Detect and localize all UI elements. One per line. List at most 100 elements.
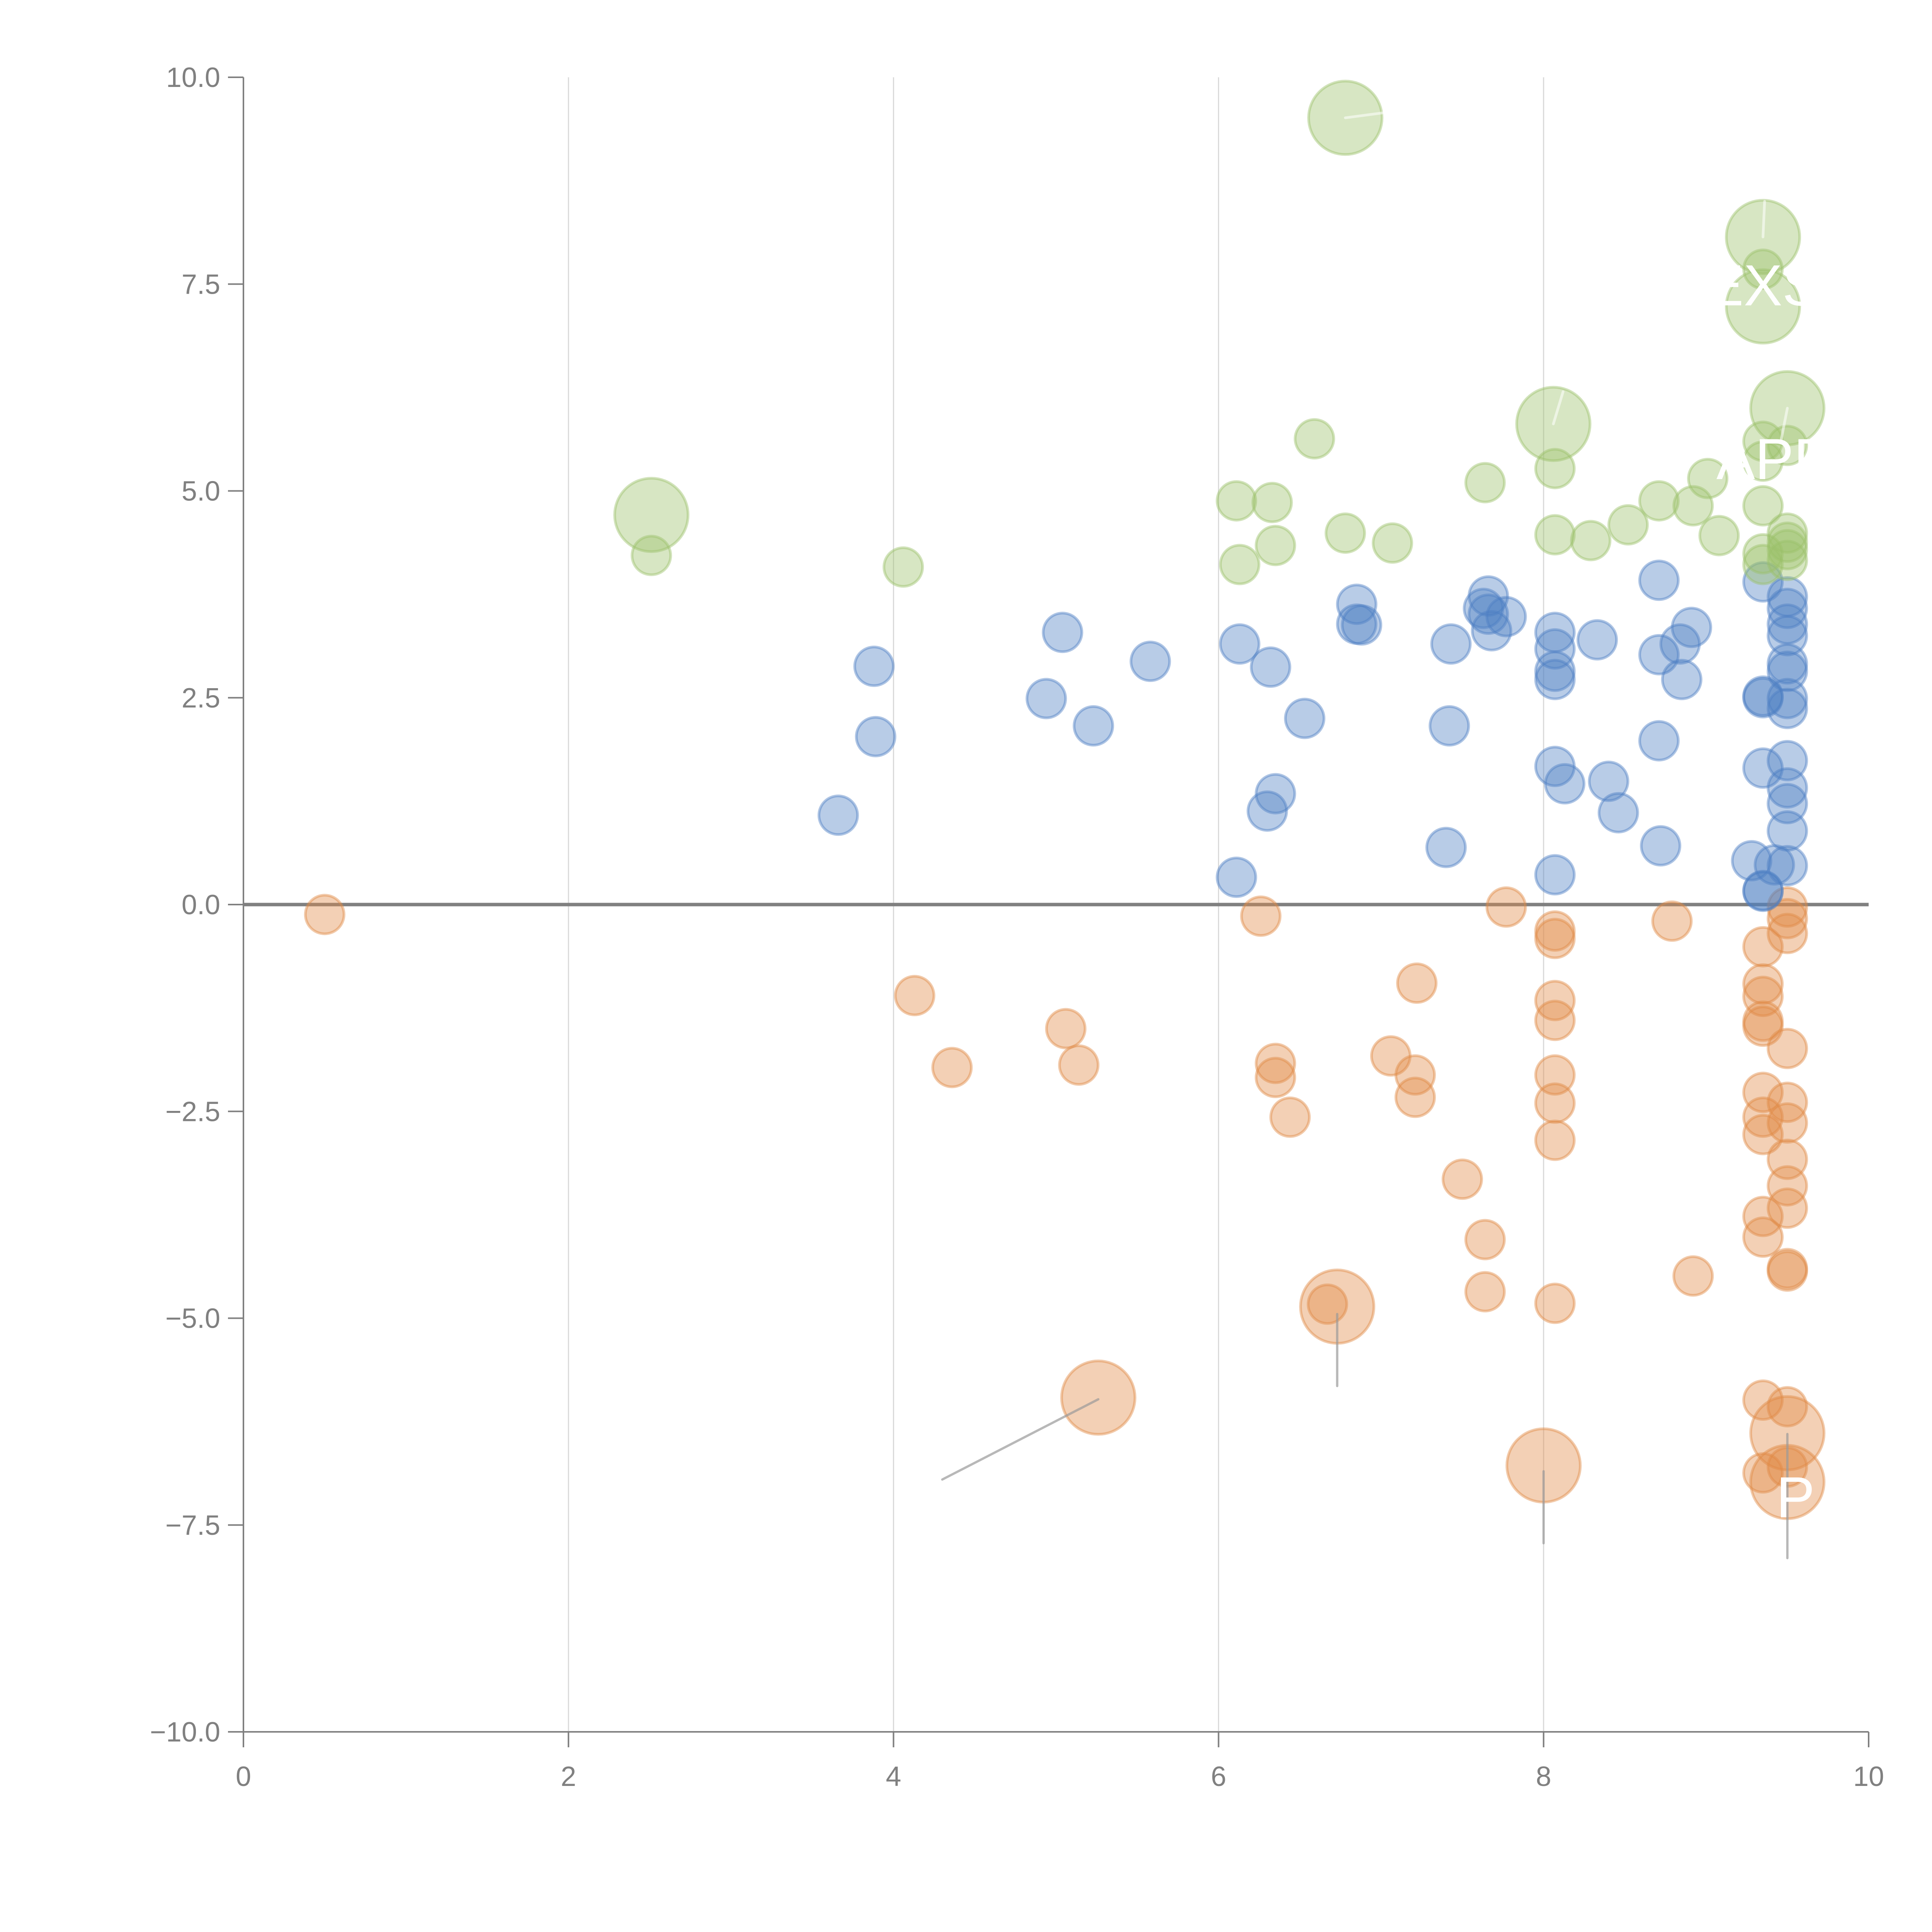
bubble-point <box>1767 886 1808 928</box>
bubble-point <box>1767 643 1808 685</box>
bubble-point <box>1463 588 1504 629</box>
bubble-point <box>1725 268 1801 345</box>
bubble-point <box>1742 1379 1784 1421</box>
bubble-point <box>1570 520 1612 561</box>
bubble-point <box>1742 533 1784 575</box>
bubble-point <box>1767 913 1808 954</box>
bubble-point <box>1336 583 1378 625</box>
bubble-point <box>1767 425 1808 466</box>
bubble-point <box>1767 1248 1808 1289</box>
bubble-point <box>1255 773 1296 815</box>
bubble-point <box>1767 1102 1808 1144</box>
bubble-point <box>1638 720 1680 762</box>
bubble-point <box>1219 544 1260 585</box>
bubble-point <box>1638 480 1680 522</box>
bubble-point <box>1731 840 1772 882</box>
bubble-point <box>1651 900 1693 942</box>
annotation-label: EXS <box>1705 253 1821 318</box>
bubble-point <box>1534 1119 1576 1161</box>
bubble-point <box>1767 512 1808 554</box>
bubble-point <box>931 1047 973 1088</box>
bubble-point <box>1742 1071 1784 1113</box>
bubble-point <box>1742 1452 1784 1494</box>
y-tick-label: −2.5 <box>165 1096 220 1127</box>
bubble-point <box>1767 1028 1808 1070</box>
bubble-point <box>1742 248 1784 290</box>
bubble-point <box>1534 910 1576 952</box>
bubble-point <box>1255 525 1296 566</box>
bubble-point <box>1534 1082 1576 1124</box>
y-tick-label: 2.5 <box>182 683 220 714</box>
bubble-point <box>1767 898 1808 939</box>
bubble-point <box>1638 634 1680 675</box>
bubble-point <box>1058 1044 1100 1086</box>
bubble-point <box>1395 1054 1436 1096</box>
bubble-point <box>1638 560 1680 601</box>
bubble-point <box>1742 870 1784 912</box>
bubble-point <box>1742 1196 1784 1237</box>
bubble-point <box>1767 1165 1808 1207</box>
bubble-point <box>1045 1008 1087 1049</box>
bubble-point <box>853 645 895 687</box>
y-tick-label: 0.0 <box>182 889 220 920</box>
bubble-point <box>1577 619 1618 661</box>
bubble-point <box>1742 871 1784 912</box>
bubble-point <box>1767 678 1808 719</box>
bubble-point <box>1767 539 1808 581</box>
bubble-point <box>1534 628 1576 670</box>
bubble-point <box>1471 610 1512 651</box>
bubble-point <box>1767 767 1808 809</box>
annotation-leader-line <box>1762 200 1766 238</box>
bubble-point <box>1767 1138 1808 1180</box>
bubble-point <box>1698 515 1740 556</box>
bubble-point <box>1767 810 1808 852</box>
bubble-point <box>1767 576 1808 618</box>
bubble-point <box>1742 675 1784 717</box>
bubble-point <box>1767 1187 1808 1229</box>
bubble-point <box>1742 1216 1784 1258</box>
bubble-point <box>1742 440 1784 482</box>
bubble-point <box>1767 688 1808 730</box>
bubble-point <box>1251 481 1293 523</box>
bubble-point <box>1269 1096 1311 1138</box>
bubble-point <box>1742 485 1784 527</box>
bubble-point <box>1588 760 1629 802</box>
bubble-point <box>894 975 935 1017</box>
series-negative <box>304 886 1826 1520</box>
bubble-point <box>1672 485 1714 527</box>
bubble-point <box>1442 1158 1483 1200</box>
annotation-leader-line <box>1779 406 1789 443</box>
x-axis-ticks: 0 2 4 6 8 10 <box>236 1732 1884 1792</box>
bubble-point <box>1767 783 1808 825</box>
bubble-point <box>1671 607 1713 648</box>
bubble-point <box>1284 697 1326 739</box>
bubble-point <box>1607 504 1649 546</box>
bubble-point <box>1534 854 1576 896</box>
bubble-point <box>1247 790 1288 832</box>
bubble-point <box>631 534 672 576</box>
bubble-point <box>1767 650 1808 692</box>
bubble-point <box>1767 529 1808 571</box>
bubble-point <box>1672 1255 1714 1297</box>
bubble-point <box>1767 740 1808 781</box>
bubble-point <box>817 794 859 836</box>
bubble-point <box>1742 1005 1784 1047</box>
bubble-point <box>1534 918 1576 959</box>
bubble-point <box>1534 612 1576 653</box>
bubble-point <box>1026 678 1067 719</box>
bubble-point <box>1767 845 1808 886</box>
bubble-point <box>1129 641 1171 682</box>
bubble-point <box>1485 596 1527 638</box>
bubble-point <box>1742 677 1784 719</box>
bubble-point <box>1240 895 1282 937</box>
series-positive <box>613 80 1826 588</box>
y-tick-label: −5.0 <box>165 1303 220 1334</box>
bubble-point <box>1640 825 1682 867</box>
bubble-point <box>1425 827 1467 868</box>
bubble-point <box>1216 480 1257 522</box>
y-tick-label: 10.0 <box>166 62 220 93</box>
bubble-point <box>1485 886 1527 928</box>
x-tick-label: 2 <box>561 1761 576 1792</box>
y-axis-ticks: −10.0 −7.5 −5.0 −2.5 0.0 2.5 5.0 7.5 10.0 <box>150 62 243 1748</box>
bubble-point <box>1767 1386 1808 1428</box>
